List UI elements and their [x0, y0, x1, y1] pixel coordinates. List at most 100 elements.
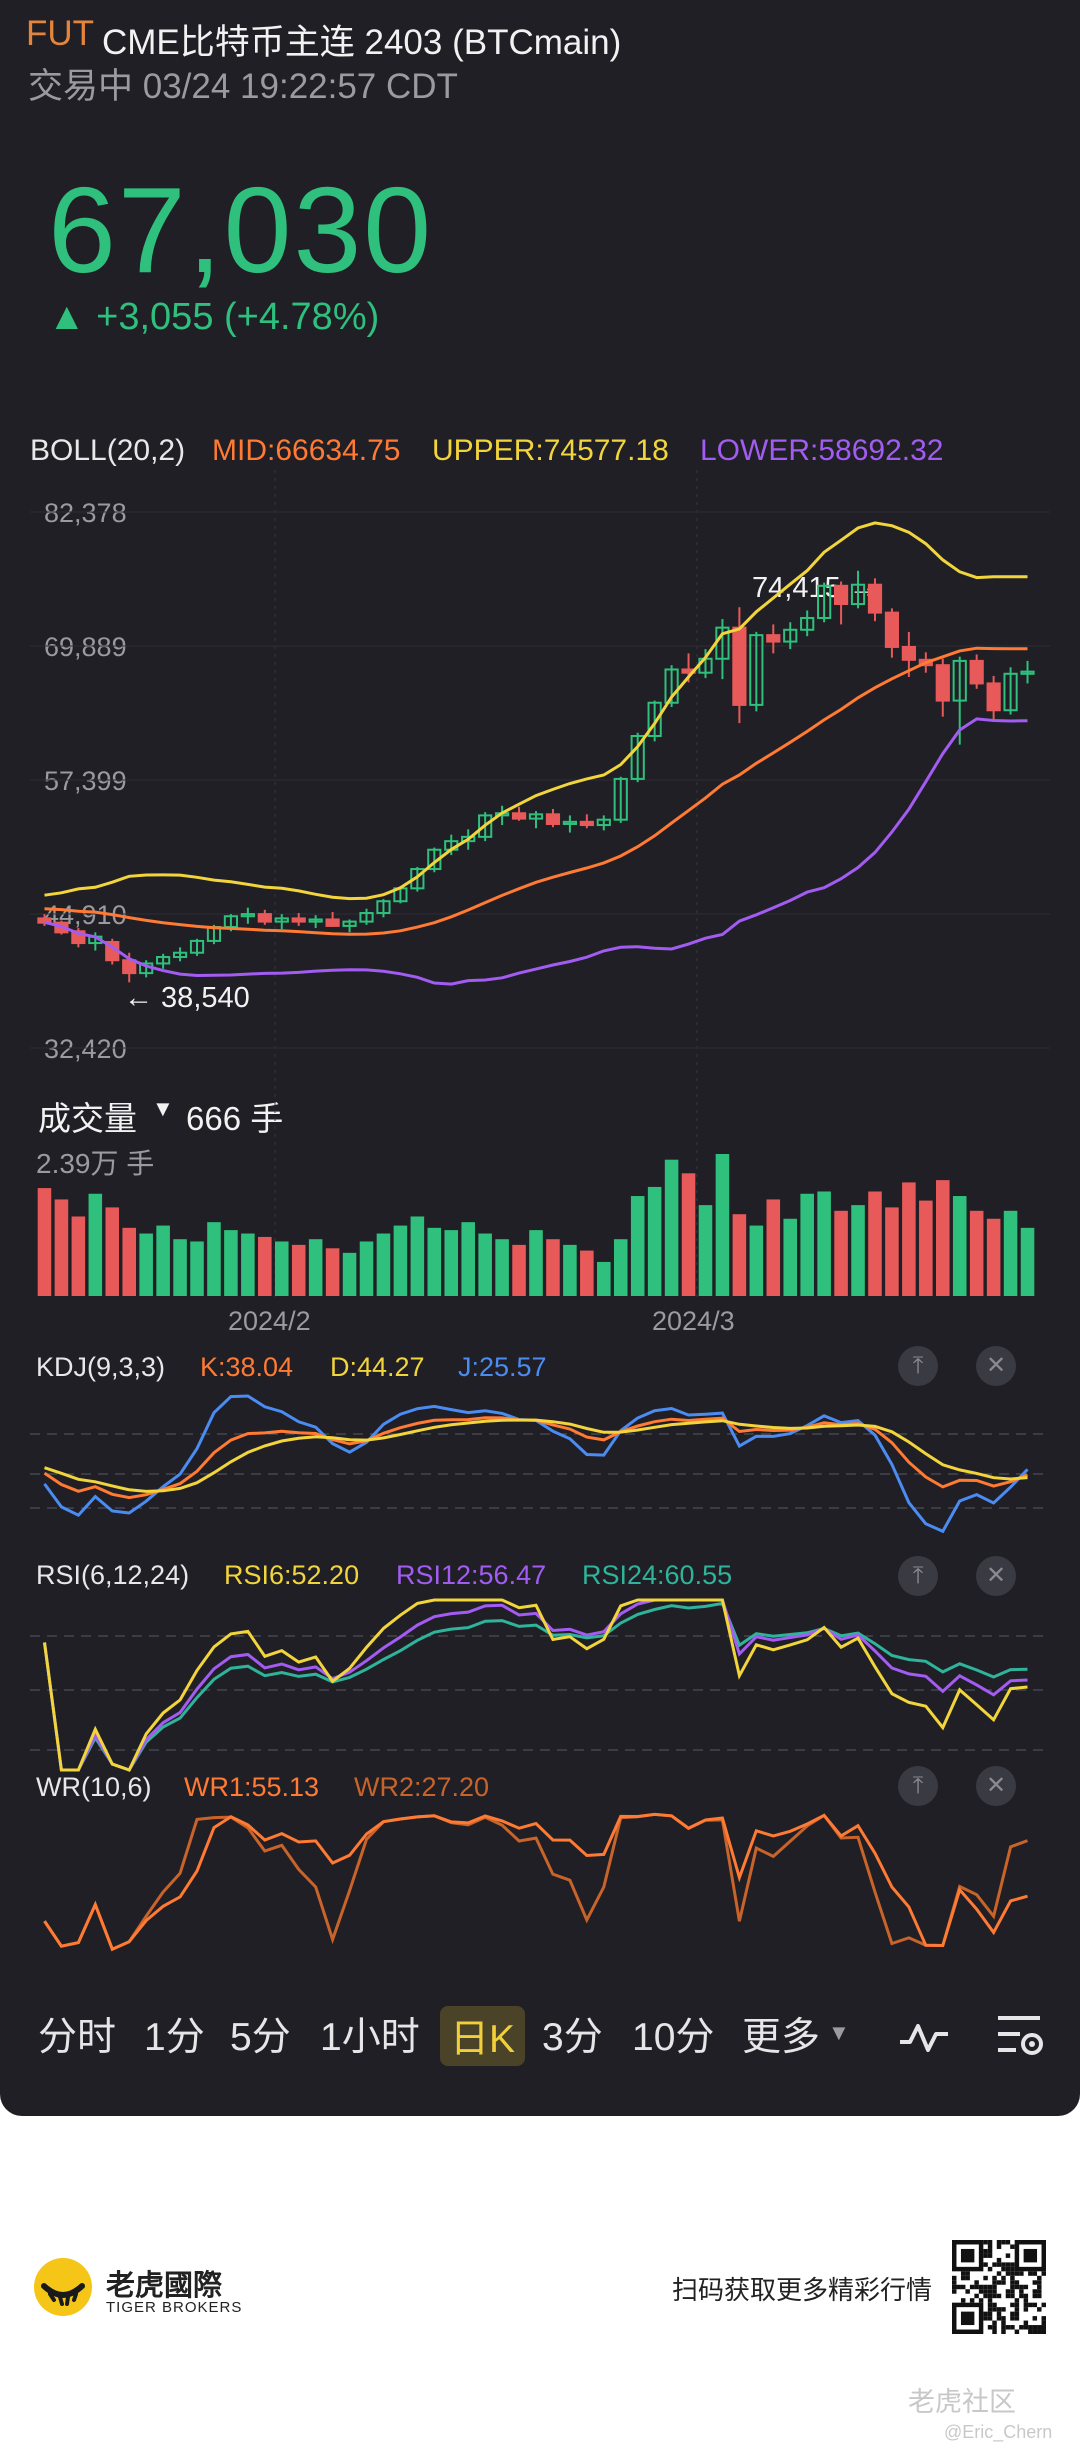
volume-bar: [495, 1239, 509, 1296]
qr-module: [960, 2298, 966, 2303]
qr-module: [1023, 2320, 1029, 2326]
close-icon[interactable]: ✕: [976, 1346, 1016, 1386]
volume-bar: [969, 1210, 984, 1296]
qr-module: [987, 2248, 993, 2254]
volume-bar: [410, 1216, 425, 1296]
close-icon[interactable]: ✕: [976, 1556, 1016, 1596]
qr-module: [1005, 2266, 1011, 2272]
qr-module: [1037, 2284, 1042, 2290]
indicator-icon[interactable]: [896, 2012, 952, 2060]
qr-module: [1037, 2275, 1042, 2281]
qr-module: [992, 2275, 997, 2281]
qr-module: [1005, 2240, 1011, 2245]
volume-bar: [698, 1205, 713, 1296]
settings-icon[interactable]: [992, 2008, 1048, 2064]
close-icon[interactable]: ✕: [976, 1766, 1016, 1806]
candle-body: [952, 659, 967, 702]
tab-daily[interactable]: 日K: [440, 2006, 526, 2066]
pin-icon[interactable]: ⤒: [898, 1346, 938, 1386]
qr-module: [1010, 2266, 1015, 2272]
date-label: 2024/2: [228, 1306, 311, 1336]
qr-module: [983, 2240, 988, 2245]
trading-status: 交易中 03/24 19:22:57 CDT: [28, 67, 458, 106]
qr-module: [1014, 2311, 1020, 2317]
tab-1min[interactable]: 1分: [144, 2016, 205, 2059]
pin-icon[interactable]: ⤒: [898, 1766, 938, 1806]
wr2-line: [43, 1812, 1029, 1952]
tab-timeshare[interactable]: 分时: [38, 2016, 117, 2059]
qr-module: [956, 2284, 961, 2290]
tab-10min[interactable]: 10分: [632, 2016, 715, 2059]
candle-body: [1020, 670, 1035, 675]
qr-module: [952, 2284, 957, 2290]
kdj-k: K:38.04: [200, 1352, 294, 1382]
volume-bar: [139, 1233, 153, 1296]
volume-bar: [37, 1188, 52, 1296]
wr2-value: WR2:27.20: [354, 1772, 490, 1802]
volume-bar: [952, 1196, 967, 1296]
candle-body: [817, 584, 832, 619]
qr-module: [974, 2280, 979, 2285]
qr-module: [992, 2262, 997, 2267]
tab-1hour[interactable]: 1小时: [320, 2016, 420, 2059]
volume-bar: [902, 1182, 916, 1296]
volume-bar: [749, 1225, 764, 1296]
qr-module: [1032, 2289, 1038, 2294]
qr-module: [987, 2284, 993, 2290]
qr-module: [1023, 2298, 1029, 2303]
tab-5min[interactable]: 5分: [230, 2016, 291, 2059]
qr-finder-core: [960, 2248, 975, 2263]
boll-upper: UPPER:74577.18: [432, 434, 669, 467]
qr-module: [987, 2298, 993, 2303]
candle-body: [579, 820, 594, 827]
qr-module: [1010, 2289, 1015, 2294]
volume-bar: [291, 1244, 306, 1296]
qr-module: [983, 2262, 988, 2267]
qr-finder: [952, 2302, 984, 2334]
qr-module: [996, 2240, 1002, 2245]
qr-module: [1010, 2275, 1015, 2281]
chevron-down-icon[interactable]: ▼: [828, 2020, 850, 2045]
qr-module: [965, 2271, 970, 2276]
volume-bar: [800, 1193, 814, 1296]
qr-module: [1001, 2307, 1006, 2312]
qr-module: [1001, 2262, 1006, 2267]
qr-module: [992, 2293, 997, 2299]
instrument-title[interactable]: CME比特币主连 2403 (BTCmain): [102, 23, 622, 62]
qr-module: [1001, 2275, 1006, 2281]
volume-value: 666 手: [186, 1100, 284, 1137]
qr-module: [983, 2289, 988, 2294]
qr-module: [960, 2284, 966, 2290]
volume-bar: [393, 1225, 408, 1296]
qr-module: [952, 2289, 957, 2294]
volume-bar: [478, 1233, 492, 1296]
qr-module: [996, 2316, 1002, 2321]
volume-bar: [359, 1241, 374, 1296]
pin-icon[interactable]: ⤒: [898, 1556, 938, 1596]
qr-module: [1014, 2329, 1020, 2334]
qr-module: [1037, 2325, 1042, 2330]
volume-title[interactable]: 成交量: [38, 1100, 137, 1137]
qr-module: [1014, 2302, 1020, 2308]
chevron-down-icon[interactable]: ▼: [152, 1096, 174, 1121]
qr-module: [1010, 2316, 1015, 2321]
candle-body: [240, 913, 255, 918]
tab-3min[interactable]: 3分: [542, 2016, 603, 2059]
sub-indicator-lines: [43, 1394, 1029, 1952]
volume-bar: [613, 1239, 628, 1296]
qr-module: [1014, 2284, 1020, 2290]
qr-module: [1028, 2325, 1033, 2330]
volume-bar: [274, 1241, 289, 1296]
chart-canvas[interactable]: [0, 0, 1080, 2116]
qr-module: [1023, 2293, 1029, 2299]
qr-module: [1028, 2329, 1033, 2334]
candle-body: [325, 918, 340, 927]
qr-module: [1001, 2280, 1006, 2285]
qr-module: [1023, 2284, 1029, 2290]
tab-more[interactable]: 更多: [742, 2016, 821, 2059]
qr-module: [987, 2240, 993, 2245]
qr-code-icon[interactable]: [952, 2240, 1046, 2334]
boll-upper-line: [44, 521, 1028, 901]
wr-label: WR(10,6): [36, 1772, 152, 1802]
qr-module: [1037, 2293, 1042, 2299]
